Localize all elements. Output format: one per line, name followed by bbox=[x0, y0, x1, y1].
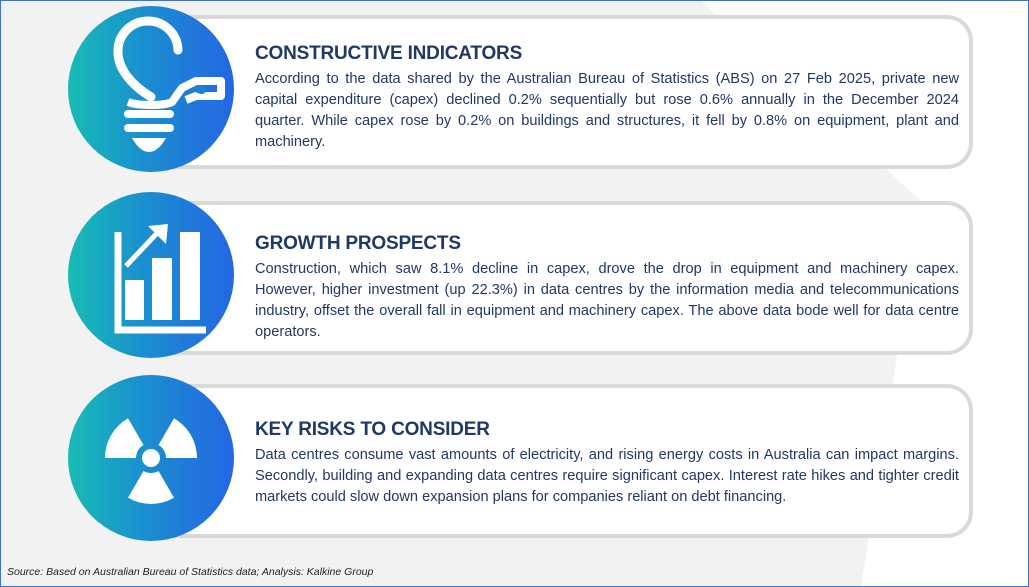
section-content: CONSTRUCTIVE INDICATORS According to the… bbox=[255, 43, 959, 153]
growth-chart-icon bbox=[68, 192, 234, 358]
section-title: KEY RISKS TO CONSIDER bbox=[255, 419, 490, 440]
section-content: GROWTH PROSPECTS Construction, which saw… bbox=[255, 233, 959, 343]
section-title: GROWTH PROSPECTS bbox=[255, 233, 461, 254]
section-title: CONSTRUCTIVE INDICATORS bbox=[255, 43, 523, 64]
section-card-constructive-indicators bbox=[136, 15, 973, 169]
section-body: Data centres consume vast amounts of ele… bbox=[255, 447, 959, 505]
section-card-key-risks bbox=[136, 384, 973, 538]
lightbulb-icon bbox=[68, 6, 234, 172]
section-card-growth-prospects bbox=[136, 201, 973, 355]
section-content: KEY RISKS TO CONSIDER Data centres consu… bbox=[255, 419, 959, 508]
section-body: Construction, which saw 8.1% decline in … bbox=[255, 261, 959, 340]
source-note: Source: Based on Australian Bureau of St… bbox=[7, 566, 374, 578]
section-body: According to the data shared by the Aust… bbox=[255, 71, 959, 150]
radiation-hazard-icon bbox=[68, 375, 234, 541]
